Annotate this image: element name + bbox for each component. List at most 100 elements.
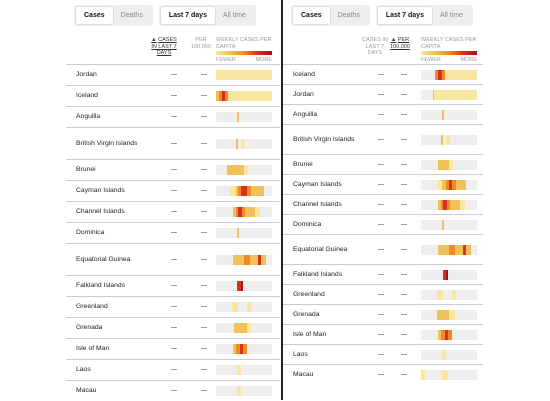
country-name: Greenland (293, 290, 325, 298)
deaths-tab[interactable]: Deaths (120, 12, 143, 19)
per-100k-value: — (201, 72, 207, 78)
all-time-tab[interactable]: All time (439, 12, 463, 19)
per-100k-column-header[interactable]: ▲ PER 100,000 (390, 37, 410, 50)
per-100k-value: — (401, 271, 407, 278)
cases-value: — (171, 167, 177, 173)
sparkline-segment (442, 219, 444, 230)
all-time-tab[interactable]: All time (222, 12, 246, 19)
sparkline-segment (449, 244, 455, 255)
legend-fewer: FEWER (421, 57, 441, 63)
cases-value: — (378, 181, 384, 188)
cases-value: — (171, 72, 177, 78)
table-row[interactable]: British Virgin Islands — — (66, 127, 280, 159)
weekly-sparkline (216, 112, 272, 122)
table-row[interactable]: Falkland Islands — — (283, 264, 483, 284)
weekly-sparkline (421, 219, 477, 230)
table-row[interactable]: Equatorial Guinea — — (66, 243, 280, 275)
last-7-days-tab[interactable]: Last 7 days (160, 7, 215, 24)
weekly-sparkline (216, 281, 272, 291)
sparkline-segment (437, 329, 441, 340)
table-row[interactable]: Brunei — — (66, 159, 280, 180)
table-row[interactable]: Cayman Islands — — (283, 174, 483, 194)
weekly-sparkline (421, 179, 477, 190)
sparkline-segment (230, 186, 236, 196)
weekly-sparkline (216, 254, 272, 265)
table-row[interactable]: Cayman Islands — — (66, 180, 280, 201)
table-row[interactable]: Falkland Islands — — (66, 275, 280, 296)
table-row[interactable]: Equatorial Guinea — — (283, 234, 483, 264)
sparkline-segment (454, 244, 463, 255)
sparkline-segment (443, 199, 447, 210)
table-row[interactable]: Greenland — — (283, 284, 483, 304)
table-row[interactable]: Laos — — (283, 344, 483, 364)
table-row[interactable]: Macau — — (66, 380, 280, 401)
sparkline-segment (442, 369, 448, 380)
table-row[interactable]: Laos — — (66, 359, 280, 380)
sparkline-segment (436, 289, 444, 300)
cases-column-header[interactable]: ▲ CASES IN LAST 7 DAYS (151, 37, 177, 56)
sparkline-segment (443, 269, 447, 280)
table-row[interactable]: Isle of Man — — (66, 338, 280, 359)
country-name: Jordan (293, 90, 314, 98)
sparkline-segment (463, 244, 466, 255)
weekly-sparkline (216, 207, 272, 217)
weekly-sparkline (421, 244, 477, 255)
sparkline-segment (232, 207, 236, 217)
weekly-sparkline (216, 323, 272, 333)
table-row[interactable]: Channel Islands — — (283, 194, 483, 214)
last-7-days-tab[interactable]: Last 7 days (377, 7, 432, 24)
cases-tab[interactable]: Cases (76, 7, 113, 24)
sparkline-segment (445, 179, 449, 190)
sparkline-segment (237, 112, 239, 122)
sparkline-segment (235, 344, 240, 354)
country-name: Dominica (76, 229, 105, 236)
table-row[interactable]: Dominica — — (66, 222, 280, 243)
table-row[interactable]: Channel Islands — — (66, 201, 280, 222)
table-row[interactable]: Anguilla — — (66, 106, 280, 127)
sparkline-segment (442, 109, 444, 120)
table-row[interactable]: Brunei — — (283, 154, 483, 174)
weekly-sparkline (216, 138, 272, 149)
per-100k-value: — (401, 71, 407, 78)
per-100k-value: — (401, 161, 407, 168)
cases-value: — (171, 230, 177, 236)
sparkline-segment (237, 228, 239, 238)
table-row[interactable]: Jordan — — (283, 84, 483, 104)
cases-column-header[interactable]: CASES IN LAST 7 DAYS (362, 37, 388, 56)
table-row[interactable]: Isle of Man — — (283, 324, 483, 344)
sparkline-segment (237, 386, 241, 396)
weekly-sparkline (421, 159, 477, 170)
weekly-sparkline (216, 186, 272, 196)
table-row[interactable]: Iceland — — (283, 64, 483, 84)
cases-tab[interactable]: Cases (293, 7, 330, 24)
cases-value: — (378, 91, 384, 98)
table-row[interactable]: Macau — — (283, 364, 483, 384)
table-row[interactable]: Grenada — — (66, 317, 280, 338)
table-row[interactable]: Grenada — — (283, 304, 483, 324)
weekly-sparkline (421, 109, 477, 120)
per-100k-value: — (401, 331, 407, 338)
sparkline-segment (246, 302, 251, 312)
sparkline-segment (238, 207, 242, 217)
legend-fewer: FEWER (216, 57, 236, 63)
table-row[interactable]: Jordan — — (66, 64, 280, 85)
table-row[interactable]: Greenland — — (66, 296, 280, 317)
per-100k-column-header[interactable]: PER 100,000 (191, 37, 211, 50)
sparkline-segment (437, 244, 449, 255)
sparkline-segment (260, 254, 267, 265)
table-row[interactable]: Anguilla — — (283, 104, 483, 124)
table-row[interactable]: Iceland — — (66, 85, 280, 106)
table-row[interactable]: British Virgin Islands — — (283, 124, 483, 154)
sparkline-segment (216, 70, 272, 80)
deaths-tab[interactable]: Deaths (337, 12, 360, 19)
sparkline-segment (231, 302, 239, 312)
weekly-column-header: WEEKLY CASES PER CAPITA FEWER MORE (216, 37, 272, 63)
country-name: British Virgin Islands (293, 135, 355, 143)
sparkline-segment (235, 207, 239, 217)
table-row[interactable]: Dominica — — (283, 214, 483, 234)
toggle-group: Cases Deaths Last 7 days All time (291, 5, 473, 26)
country-name: Channel Islands (293, 200, 342, 208)
sparkline-segment (444, 329, 448, 340)
per-100k-value: — (201, 304, 207, 310)
country-name: British Virgin Islands (76, 139, 138, 147)
